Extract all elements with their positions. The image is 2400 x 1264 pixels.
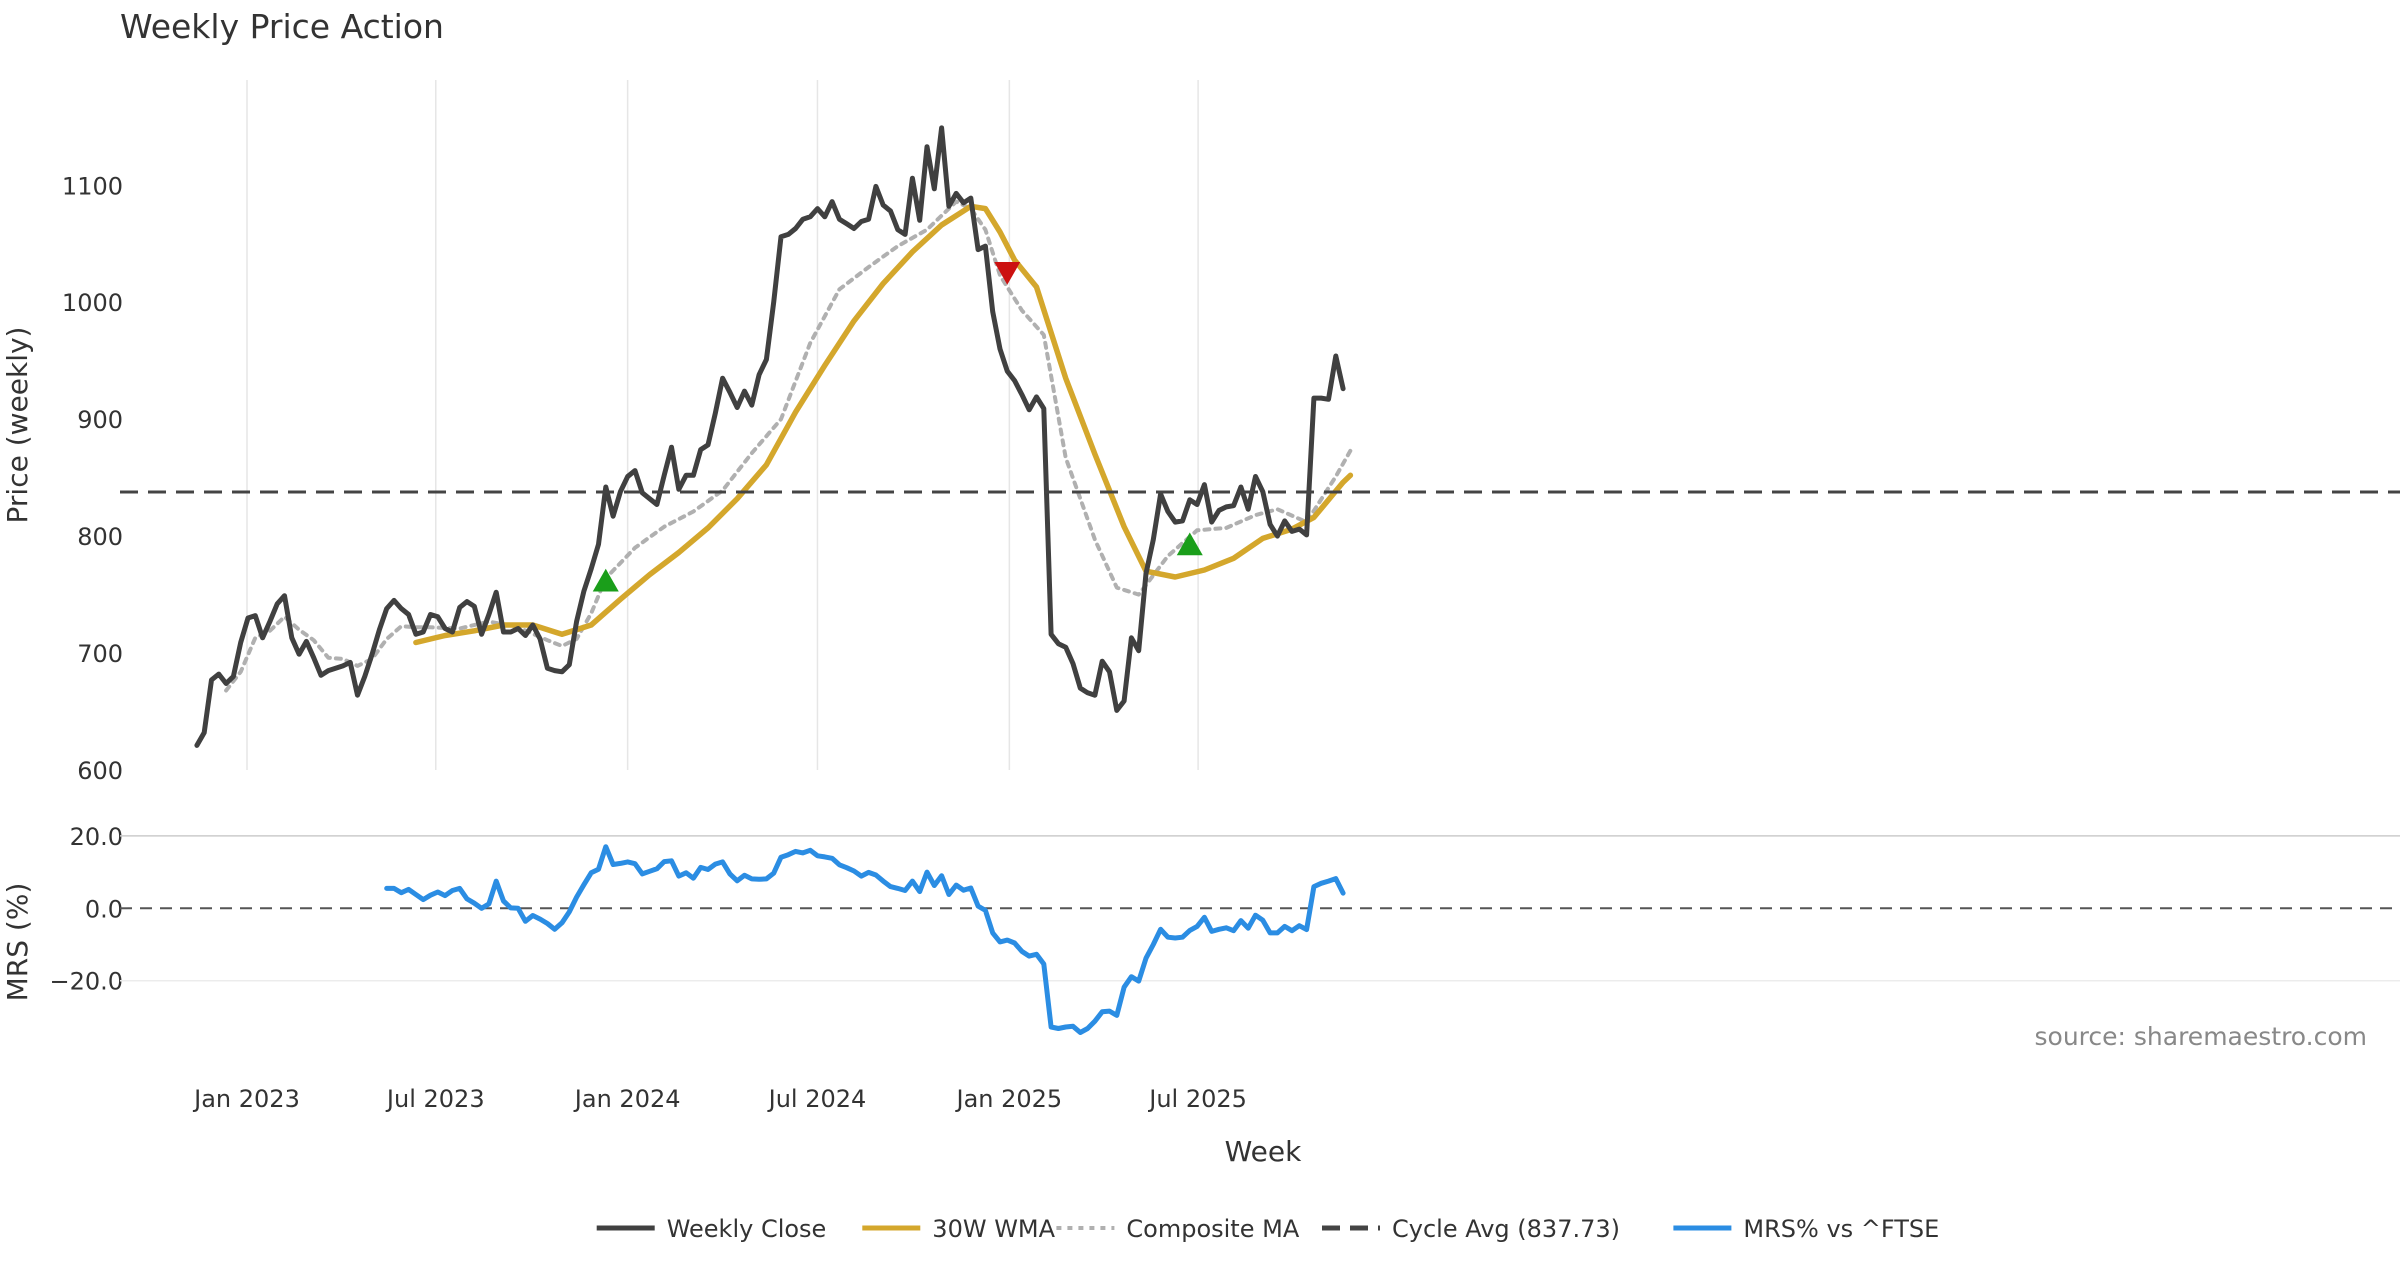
mrs-reference-lines: [120, 835, 2400, 982]
price-y-tick-label: 1000: [62, 289, 123, 317]
legend-item-close: Weekly Close: [596, 1215, 827, 1243]
price-y-ticks: 600 700 800 900 1000 1100: [62, 172, 123, 785]
mrs-series-line: [384, 844, 1346, 1035]
mrs-series-group: [384, 844, 1346, 1035]
legend-item-wma: 30W WMA: [862, 1215, 1056, 1243]
legend-item-composite: Composite MA: [1056, 1215, 1300, 1243]
legend-item-cycle: Cycle Avg (837.73): [1322, 1215, 1620, 1243]
buy-signal-marker: [592, 568, 619, 592]
x-tick-label: Jul 2025: [1147, 1085, 1247, 1113]
x-axis-label: Week: [1225, 1135, 1302, 1168]
legend-label-wma: 30W WMA: [932, 1215, 1055, 1243]
mrs-y-ticks: −20.0 0.0 20.0: [49, 823, 123, 996]
x-gridlines: [246, 80, 1199, 770]
mrs-y-tick-label: 0.0: [85, 895, 123, 923]
x-tick-label: Jan 2024: [573, 1085, 681, 1113]
buy-signal-marker: [1176, 532, 1203, 556]
price-y-tick-label: 600: [77, 757, 123, 785]
price-y-tick-label: 900: [77, 406, 123, 434]
price-y-axis-label: Price (weekly): [1, 327, 34, 524]
sell-signal-marker: [994, 262, 1021, 285]
source-note: source: sharemaestro.com: [2035, 1022, 2368, 1051]
legend-label-mrs: MRS% vs ^FTSE: [1743, 1215, 1939, 1243]
legend-label-close: Weekly Close: [667, 1215, 827, 1243]
x-tick-label: Jan 2025: [954, 1085, 1062, 1113]
legend-item-mrs: MRS% vs ^FTSE: [1673, 1215, 1939, 1243]
price-y-tick-label: 800: [77, 523, 123, 551]
x-tick-label: Jul 2023: [385, 1085, 485, 1113]
x-tick-labels: Jan 2023 Jul 2023 Jan 2024 Jul 2024 Jan 2025…: [192, 1085, 1247, 1113]
price-series-group: [120, 125, 2400, 748]
chart-legend: Weekly Close 30W WMA Composite MA Cycle Avg…: [596, 1215, 1939, 1243]
chart-title: Weekly Price Action: [120, 7, 444, 46]
wma-series-line: [413, 203, 1354, 646]
close-series-line: [194, 125, 1346, 748]
signal-markers: [592, 262, 1203, 592]
x-tick-label: Jan 2023: [192, 1085, 300, 1113]
price-y-tick-label: 700: [77, 640, 123, 668]
legend-label-composite: Composite MA: [1126, 1215, 1299, 1243]
mrs-y-tick-label: −20.0: [49, 968, 123, 996]
legend-label-cycle: Cycle Avg (837.73): [1392, 1215, 1620, 1243]
mrs-y-tick-label: 20.0: [70, 823, 123, 851]
price-y-tick-label: 1100: [62, 172, 123, 200]
x-tick-label: Jul 2024: [767, 1085, 867, 1113]
mrs-y-axis-label: MRS (%): [1, 883, 34, 1002]
composite-series-line: [224, 199, 1353, 693]
